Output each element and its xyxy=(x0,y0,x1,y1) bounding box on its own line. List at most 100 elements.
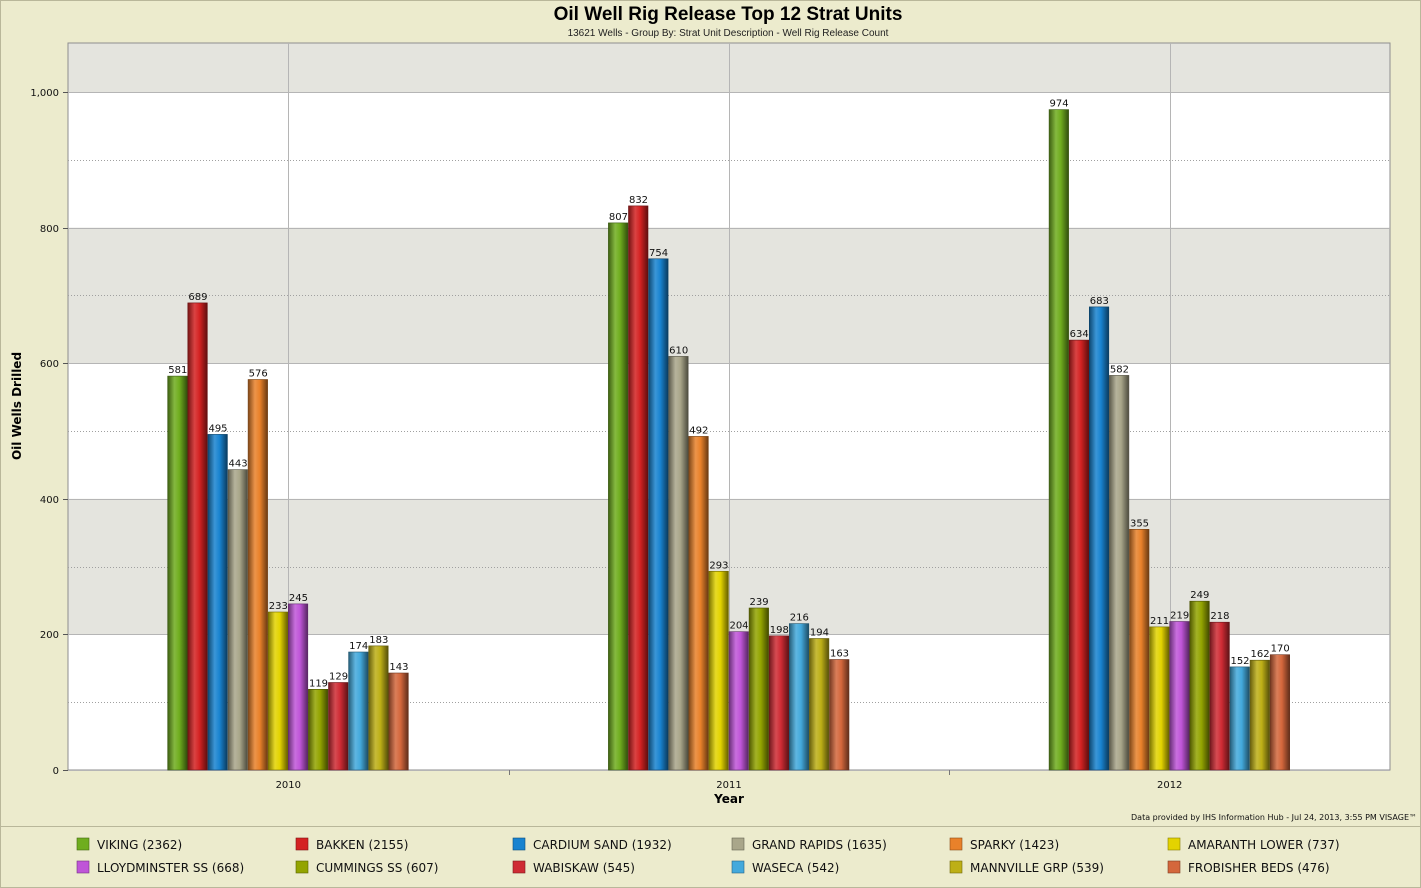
bar-mannville-grp-2012 xyxy=(1249,659,1270,771)
data-label: 249 xyxy=(1190,590,1209,601)
bar-sparky-2011 xyxy=(688,436,709,771)
bar-lloydminster-ss-2011 xyxy=(728,631,749,771)
bar-lloydminster-ss-2010 xyxy=(287,603,309,771)
bar-waseca-2011 xyxy=(788,623,810,771)
legend-label: FROBISHER BEDS (476) xyxy=(1188,861,1330,875)
bar-viking-2011 xyxy=(608,222,629,771)
legend-swatch xyxy=(1167,837,1181,851)
data-label: 183 xyxy=(369,635,388,646)
bar-sparky-2010 xyxy=(247,379,268,771)
y-tick-label: 400 xyxy=(40,495,59,506)
data-label: 355 xyxy=(1130,518,1149,529)
bar-bakken-2010 xyxy=(187,302,208,771)
data-label: 233 xyxy=(269,601,288,612)
legend-label: GRAND RAPIDS (1635) xyxy=(752,838,887,852)
y-tick-label: 1,000 xyxy=(30,88,59,99)
legend-swatch xyxy=(1167,860,1181,874)
data-label: 194 xyxy=(810,628,829,639)
data-label: 129 xyxy=(329,672,348,683)
legend-swatch xyxy=(512,837,526,851)
legend: VIKING (2362) BAKKEN (2155) CARDIUM SAND (… xyxy=(76,837,1340,875)
legend-item: LLOYDMINSTER SS (668) xyxy=(76,860,244,875)
y-tick-label: 800 xyxy=(40,224,59,235)
legend-label: LLOYDMINSTER SS (668) xyxy=(97,861,244,875)
data-label: 198 xyxy=(770,625,789,636)
bar-amaranth-lower-2011 xyxy=(708,570,729,771)
data-label: 163 xyxy=(830,649,849,660)
data-label: 634 xyxy=(1070,329,1089,340)
bar-sparky-2012 xyxy=(1129,528,1150,771)
data-label: 143 xyxy=(389,662,408,673)
bar-cardium-sand-2012 xyxy=(1089,306,1110,771)
x-tick-label: 2012 xyxy=(1157,780,1182,791)
bar-viking-2012 xyxy=(1048,109,1069,771)
bar-amaranth-lower-2012 xyxy=(1149,626,1170,771)
data-label: 807 xyxy=(609,212,628,223)
bar-wabiskaw-2011 xyxy=(768,635,790,771)
y-tick-label: 0 xyxy=(53,766,59,777)
legend-swatch xyxy=(949,837,963,851)
bar-wabiskaw-2010 xyxy=(328,682,349,771)
data-credit: Data provided by IHS Information Hub - J… xyxy=(1131,813,1417,822)
data-label: 219 xyxy=(1170,611,1189,622)
legend-label: SPARKY (1423) xyxy=(970,838,1059,852)
data-label: 974 xyxy=(1050,99,1069,110)
bar-cardium-sand-2010 xyxy=(207,434,228,771)
data-label: 492 xyxy=(689,425,708,436)
y-tick-label: 200 xyxy=(40,630,59,641)
x-axis-label: Year xyxy=(713,792,744,806)
legend-label: BAKKEN (2155) xyxy=(316,838,408,852)
data-label: 174 xyxy=(349,641,368,652)
data-label: 211 xyxy=(1150,616,1169,627)
data-label: 582 xyxy=(1110,364,1129,375)
legend-label: CARDIUM SAND (1932) xyxy=(533,838,672,852)
legend-swatch xyxy=(295,860,309,874)
legend-item: CARDIUM SAND (1932) xyxy=(512,837,672,852)
bar-amaranth-lower-2010 xyxy=(267,611,289,771)
data-label: 683 xyxy=(1090,296,1109,307)
data-label: 170 xyxy=(1271,644,1290,655)
legend-swatch xyxy=(949,860,963,874)
data-label: 218 xyxy=(1210,611,1229,622)
legend-label: WASECA (542) xyxy=(752,861,839,875)
data-label: 689 xyxy=(188,292,207,303)
x-tick-label: 2011 xyxy=(716,780,741,791)
bar-cummings-ss-2011 xyxy=(748,607,769,771)
bar-grand-rapids-2012 xyxy=(1109,375,1130,771)
y-axis-label: Oil Wells Drilled xyxy=(10,352,24,460)
legend-item: VIKING (2362) xyxy=(76,837,182,852)
bar-mannville-grp-2010 xyxy=(368,645,389,771)
bar-grand-rapids-2011 xyxy=(668,356,689,771)
data-label: 162 xyxy=(1251,649,1270,660)
legend-label: AMARANTH LOWER (737) xyxy=(1188,838,1340,852)
chart-title: Oil Well Rig Release Top 12 Strat Units xyxy=(554,4,903,25)
legend-item: FROBISHER BEDS (476) xyxy=(1167,860,1330,875)
bar-bakken-2012 xyxy=(1068,339,1089,771)
data-label: 495 xyxy=(208,423,227,434)
x-tick-label: 2010 xyxy=(276,780,301,791)
legend-label: CUMMINGS SS (607) xyxy=(316,861,438,875)
bar-viking-2010 xyxy=(167,375,188,771)
bar-cummings-ss-2010 xyxy=(308,688,329,771)
data-label: 576 xyxy=(249,369,268,380)
bar-frobisher-beds-2012 xyxy=(1269,654,1290,771)
legend-label: VIKING (2362) xyxy=(97,838,182,852)
data-label: 293 xyxy=(709,560,728,571)
data-label: 832 xyxy=(629,195,648,206)
legend-item: SPARKY (1423) xyxy=(949,837,1059,852)
data-label: 216 xyxy=(790,613,809,624)
legend-label: WABISKAW (545) xyxy=(533,861,635,875)
legend-item: BAKKEN (2155) xyxy=(295,837,408,852)
bar-wabiskaw-2012 xyxy=(1209,621,1230,771)
bar-bakken-2011 xyxy=(628,205,649,771)
legend-swatch xyxy=(295,837,309,851)
bar-cummings-ss-2012 xyxy=(1189,600,1210,771)
bar-frobisher-beds-2010 xyxy=(388,672,409,771)
legend-item: WABISKAW (545) xyxy=(512,860,635,875)
bar-frobisher-beds-2011 xyxy=(829,659,850,771)
data-label: 204 xyxy=(729,621,748,632)
bar-waseca-2012 xyxy=(1229,666,1250,771)
data-label: 443 xyxy=(229,459,248,470)
legend-item: WASECA (542) xyxy=(731,860,839,875)
